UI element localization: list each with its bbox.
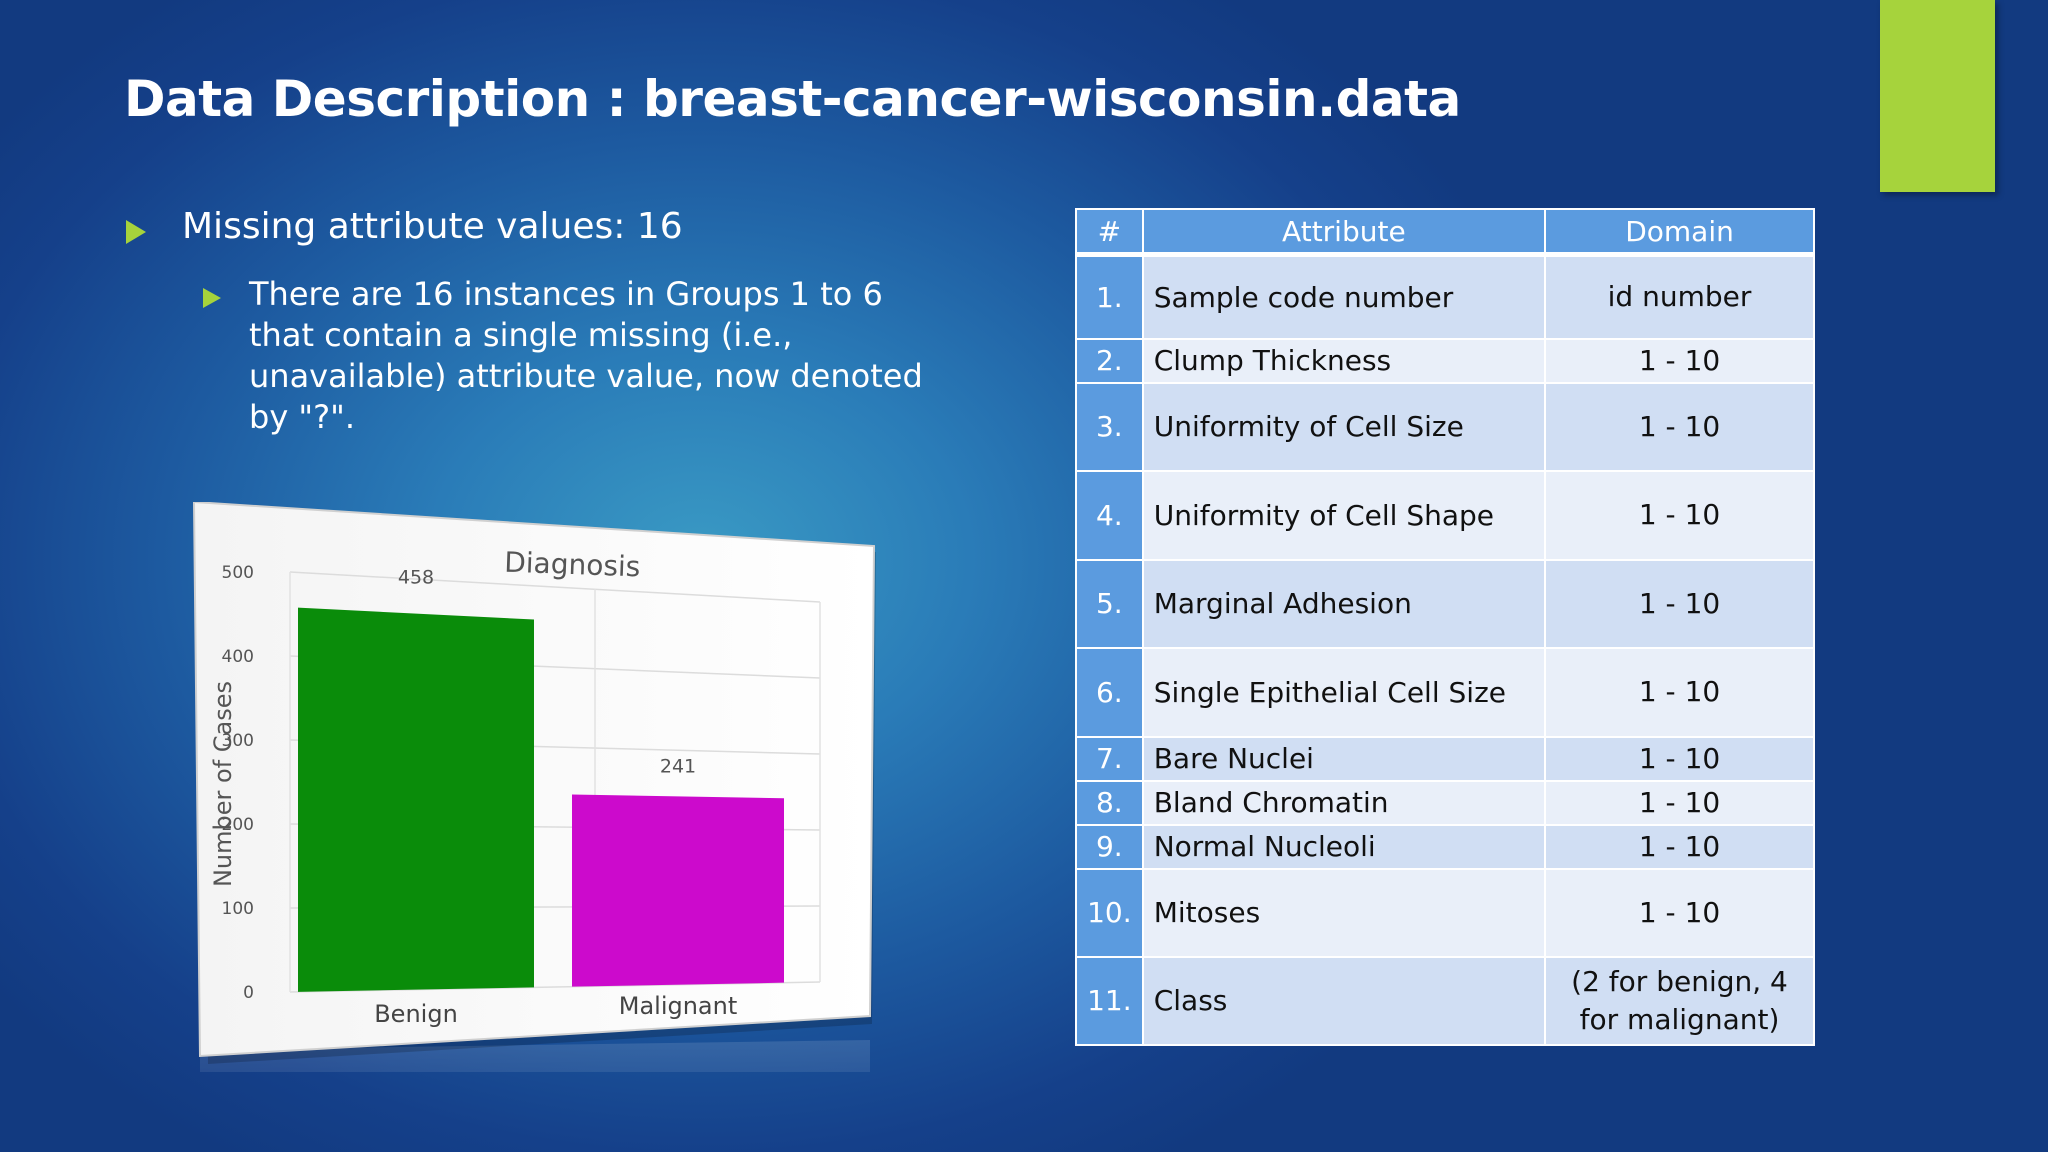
data-label: 458 <box>398 567 434 589</box>
table-row: 3. Uniformity of Cell Size 1 - 10 <box>1075 381 1815 472</box>
row-num: 9. <box>1075 823 1144 870</box>
table-row: 7. Bare Nuclei 1 - 10 <box>1075 735 1815 782</box>
chart-title: Diagnosis <box>504 546 641 584</box>
y-tick-label: 200 <box>222 815 254 835</box>
row-attribute: Class <box>1141 955 1547 1046</box>
row-attribute: Bare Nuclei <box>1141 735 1547 782</box>
accent-bar <box>1880 0 1995 192</box>
row-num: 4. <box>1075 469 1144 561</box>
row-attribute: Bland Chromatin <box>1141 779 1547 826</box>
header-attribute: Attribute <box>1141 208 1547 257</box>
row-domain: (2 for benign, 4 for malignant) <box>1544 955 1815 1046</box>
x-tick-label: Malignant <box>619 992 738 1020</box>
data-label: 241 <box>660 755 696 777</box>
row-num: 5. <box>1075 558 1144 649</box>
row-num: 6. <box>1075 646 1144 738</box>
header-domain: Domain <box>1544 208 1815 257</box>
row-domain: 1 - 10 <box>1544 646 1815 738</box>
row-domain: 1 - 10 <box>1544 469 1815 561</box>
diagnosis-chart-svg: 0 100 200 300 400 500 458 Benign 241 Malignant Dia… <box>192 502 876 1072</box>
row-attribute: Single Epithelial Cell Size <box>1141 646 1547 738</box>
bar-malignant <box>572 794 784 987</box>
row-domain: 1 - 10 <box>1544 779 1815 826</box>
table-row: 11. Class (2 for benign, 4 for malignant… <box>1075 955 1815 1046</box>
row-attribute: Sample code number <box>1141 253 1547 340</box>
row-num: 1. <box>1075 253 1144 340</box>
y-tick-label: 100 <box>222 899 254 919</box>
row-domain: 1 - 10 <box>1544 823 1815 870</box>
y-tick-label: 500 <box>222 563 254 583</box>
sub-bullet-text: There are 16 instances in Groups 1 to 6 … <box>249 275 923 436</box>
row-attribute: Normal Nucleoli <box>1141 823 1547 870</box>
table-row: 6. Single Epithelial Cell Size 1 - 10 <box>1075 646 1815 738</box>
bar-benign <box>298 607 534 992</box>
y-axis-label: Number of Cases <box>209 681 237 887</box>
row-num: 10. <box>1075 867 1144 958</box>
row-num: 11. <box>1075 955 1144 1046</box>
diagnosis-chart: 0 100 200 300 400 500 458 Benign 241 Malignant Dia… <box>190 502 880 1072</box>
row-num: 2. <box>1075 337 1144 384</box>
row-num: 3. <box>1075 381 1144 472</box>
grid-line <box>289 981 821 993</box>
row-attribute: Uniformity of Cell Size <box>1141 381 1547 472</box>
y-tick-label: 0 <box>243 983 254 1003</box>
attribute-table: # Attribute Domain 1. Sample code number… <box>1075 208 1815 1046</box>
slide-title: Data Description : breast-cancer-wiscons… <box>124 70 1461 128</box>
row-domain: 1 - 10 <box>1544 735 1815 782</box>
y-tick-label: 400 <box>222 647 254 667</box>
table-row: 10. Mitoses 1 - 10 <box>1075 867 1815 958</box>
table-header-row: # Attribute Domain <box>1075 208 1815 257</box>
row-attribute: Clump Thickness <box>1141 337 1547 384</box>
row-num: 7. <box>1075 735 1144 782</box>
row-attribute: Uniformity of Cell Shape <box>1141 469 1547 561</box>
bullet-arrow-icon <box>126 220 146 244</box>
x-tick-label: Benign <box>374 1000 458 1028</box>
table-row: 8. Bland Chromatin 1 - 10 <box>1075 779 1815 826</box>
bullet-text: Missing attribute values: 16 <box>182 206 683 247</box>
chart-reflection <box>200 1040 870 1072</box>
row-domain: id number <box>1544 253 1815 340</box>
table-row: 9. Normal Nucleoli 1 - 10 <box>1075 823 1815 870</box>
row-attribute: Marginal Adhesion <box>1141 558 1547 649</box>
y-tick-label: 300 <box>222 731 254 751</box>
table-row: 2. Clump Thickness 1 - 10 <box>1075 337 1815 384</box>
row-domain: 1 - 10 <box>1544 558 1815 649</box>
grid-line <box>289 571 821 603</box>
sub-bullet-arrow-icon <box>203 288 221 308</box>
row-attribute: Mitoses <box>1141 867 1547 958</box>
row-domain: 1 - 10 <box>1544 337 1815 384</box>
row-domain: 1 - 10 <box>1544 381 1815 472</box>
row-num: 8. <box>1075 779 1144 826</box>
table-row: 4. Uniformity of Cell Shape 1 - 10 <box>1075 469 1815 561</box>
table-row: 1. Sample code number id number <box>1075 253 1815 340</box>
table-row: 5. Marginal Adhesion 1 - 10 <box>1075 558 1815 649</box>
row-domain: 1 - 10 <box>1544 867 1815 958</box>
header-num: # <box>1075 208 1144 257</box>
